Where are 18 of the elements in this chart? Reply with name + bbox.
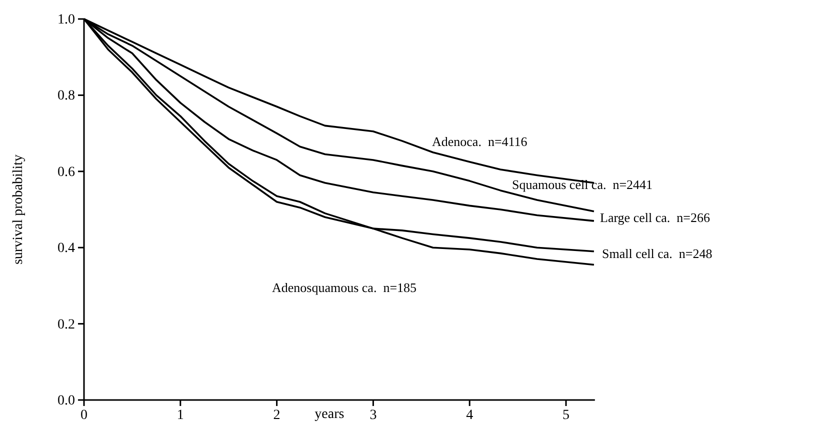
y-axis-title: survival probability: [11, 154, 26, 265]
y-tick-label: 0.6: [58, 164, 75, 180]
x-tick-label: 4: [466, 408, 474, 423]
series-label: Adenoca. n=4116: [432, 134, 528, 149]
series-label: Large cell ca. n=266: [600, 210, 710, 225]
y-tick-label: 1.0: [58, 12, 75, 28]
y-tick-label: 0.4: [58, 241, 75, 256]
x-tick-label: 2: [273, 408, 280, 423]
series-label: Small cell ca. n=248: [602, 246, 712, 261]
x-tick-label: 5: [562, 408, 570, 423]
x-axis-title: years: [314, 407, 344, 422]
x-tick-label: 3: [370, 408, 377, 423]
text: Adenosquamous ca. n=185: [272, 280, 417, 295]
y-tick-label: 0.0: [58, 393, 75, 408]
y-tick-label: 0.2: [58, 317, 75, 332]
x-tick-label: 0: [80, 408, 88, 423]
x-tick-label: 1: [176, 408, 184, 423]
y-tick-label: 0.8: [58, 88, 75, 104]
